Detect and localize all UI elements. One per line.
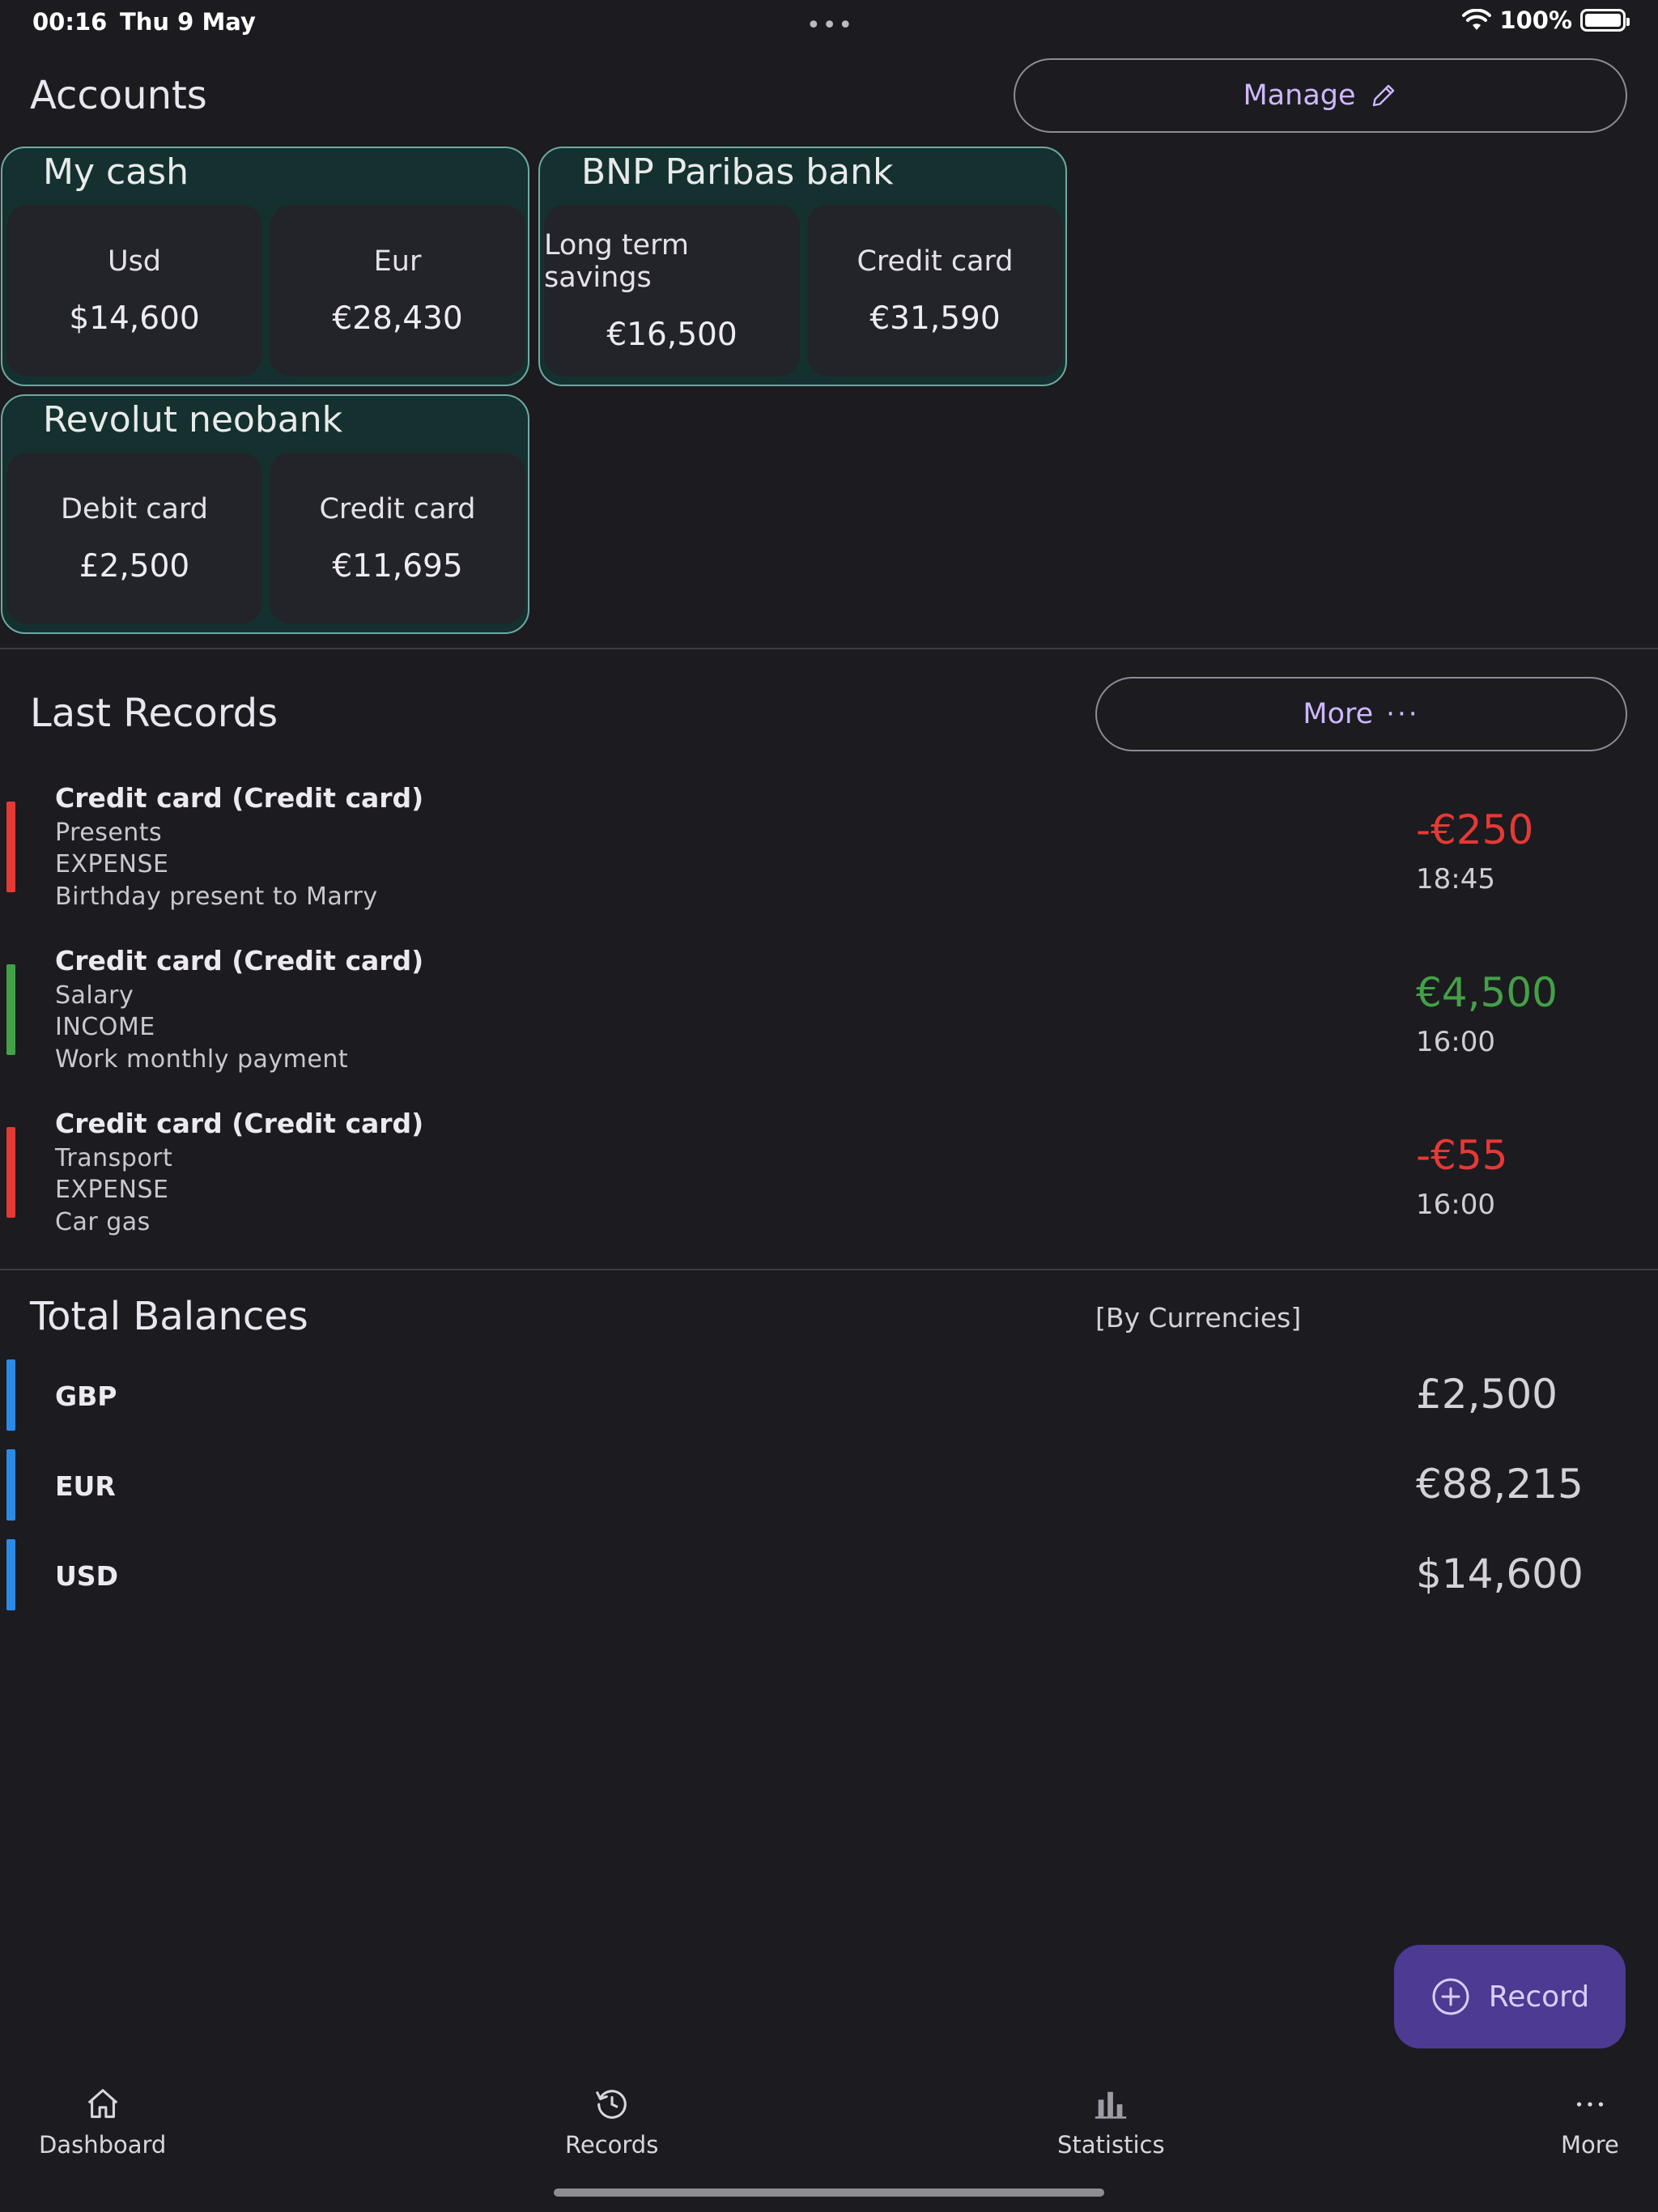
manage-button[interactable]: Manage [1014, 58, 1627, 133]
nav-label: Statistics [1057, 2131, 1165, 2159]
account-balance: €28,430 [332, 300, 463, 337]
divider [0, 648, 1658, 649]
account-card-debit-card[interactable]: Debit card £2,500 [6, 453, 262, 624]
balance-amount: €88,215 [1416, 1461, 1584, 1508]
account-name: Usd [107, 245, 162, 278]
account-group-my-cash: My cash Usd $14,600 Eur €28,430 [1, 147, 529, 386]
record-type: INCOME [55, 1013, 155, 1041]
add-record-label: Record [1488, 1980, 1590, 2014]
wifi-icon [1462, 9, 1492, 30]
nav-more[interactable]: More [1561, 2086, 1619, 2159]
balance-row-usd: USD $14,600 [0, 1539, 1658, 1612]
account-name: Credit card [319, 492, 476, 525]
record-type-indicator [6, 964, 15, 1055]
status-indicators: 100% [1462, 6, 1630, 34]
group-title: BNP Paribas bank [581, 151, 894, 193]
nav-label: Records [565, 2131, 659, 2159]
record-type-indicator [6, 1127, 15, 1218]
nav-dashboard[interactable]: Dashboard [39, 2086, 166, 2159]
plus-circle-icon [1432, 1978, 1469, 2015]
last-records-title: Last Records [30, 691, 278, 736]
record-time: 18:45 [1416, 863, 1495, 895]
more-label: More [1303, 698, 1374, 730]
total-balances-title: Total Balances [30, 1294, 308, 1339]
account-balance: €16,500 [606, 316, 738, 353]
account-balance: £2,500 [79, 547, 190, 585]
account-name: Credit card [857, 245, 1014, 278]
add-record-button[interactable]: Record [1394, 1945, 1626, 2048]
record-type: EXPENSE [55, 850, 169, 878]
record-category: Salary [55, 981, 134, 1010]
multitasking-dots-icon[interactable]: ••• [806, 11, 855, 40]
account-card-credit-card[interactable]: Credit card €31,590 [807, 205, 1063, 376]
divider [0, 1269, 1658, 1270]
account-card-usd[interactable]: Usd $14,600 [6, 205, 262, 376]
record-note: Car gas [55, 1208, 151, 1236]
account-name: Long term savings [544, 228, 689, 294]
nav-label: More [1561, 2131, 1619, 2159]
pencil-icon [1372, 84, 1394, 107]
record-time: 16:00 [1416, 1026, 1495, 1058]
balance-currency: USD [55, 1560, 118, 1592]
status-date: Thu 9 May [120, 8, 256, 36]
account-name: Debit card [61, 492, 208, 525]
group-title: My cash [43, 151, 189, 193]
balance-amount: $14,600 [1416, 1551, 1584, 1597]
home-icon [87, 2089, 117, 2118]
manage-label: Manage [1243, 79, 1356, 112]
record-amount: €4,500 [1416, 969, 1558, 1016]
account-card-eur[interactable]: Eur €28,430 [270, 205, 525, 376]
balances-grouping-label: [By Currencies] [1095, 1302, 1302, 1334]
record-account: Credit card (Credit card) [55, 1108, 424, 1139]
record-amount: -€55 [1416, 1132, 1508, 1179]
record-time: 16:00 [1416, 1189, 1495, 1221]
record-row[interactable]: Credit card (Credit card) Salary INCOME … [0, 945, 1658, 1099]
account-balance: $14,600 [69, 300, 200, 337]
nav-statistics[interactable]: Statistics [1057, 2086, 1165, 2159]
home-indicator[interactable] [554, 2189, 1104, 2197]
balance-row-eur: EUR €88,215 [0, 1449, 1658, 1522]
bar-chart-icon [1095, 2091, 1127, 2119]
accounts-title: Accounts [30, 73, 207, 118]
more-records-button[interactable]: More ··· [1095, 677, 1627, 751]
record-note: Work monthly payment [55, 1045, 349, 1074]
ellipsis-icon: ··· [1386, 698, 1420, 730]
balance-indicator [6, 1539, 15, 1610]
balance-indicator [6, 1359, 15, 1431]
record-category: Presents [55, 819, 163, 847]
balance-currency: EUR [55, 1470, 116, 1502]
record-account: Credit card (Credit card) [55, 782, 424, 814]
nav-records[interactable]: Records [565, 2086, 658, 2159]
account-group-revolut: Revolut neobank Debit card £2,500 Credit… [1, 394, 529, 634]
record-row[interactable]: Credit card (Credit card) Presents EXPEN… [0, 782, 1658, 936]
record-type-indicator [6, 802, 15, 892]
more-horizontal-icon [1576, 2102, 1604, 2107]
status-time: 00:16 [32, 8, 108, 36]
record-note: Birthday present to Marry [55, 883, 378, 911]
account-balance: €11,695 [332, 547, 463, 585]
record-type: EXPENSE [55, 1176, 169, 1204]
balance-currency: GBP [55, 1380, 117, 1412]
battery-percent: 100% [1499, 6, 1572, 34]
account-name: Eur [373, 245, 422, 278]
record-amount: -€250 [1416, 806, 1534, 853]
history-icon [595, 2090, 627, 2119]
nav-label: Dashboard [39, 2131, 167, 2159]
record-account: Credit card (Credit card) [55, 945, 424, 976]
record-row[interactable]: Credit card (Credit card) Transport EXPE… [0, 1108, 1658, 1261]
battery-icon [1580, 9, 1630, 32]
account-card-credit-card[interactable]: Credit card €11,695 [270, 453, 525, 624]
balance-indicator [6, 1449, 15, 1521]
balance-amount: £2,500 [1416, 1371, 1558, 1418]
record-category: Transport [55, 1144, 173, 1172]
account-balance: €31,590 [869, 300, 1001, 337]
account-card-long-term-savings[interactable]: Long term savings €16,500 [544, 205, 800, 376]
account-group-bnp: BNP Paribas bank Long term savings €16,5… [538, 147, 1067, 386]
balance-row-gbp: GBP £2,500 [0, 1359, 1658, 1432]
group-title: Revolut neobank [43, 399, 343, 440]
